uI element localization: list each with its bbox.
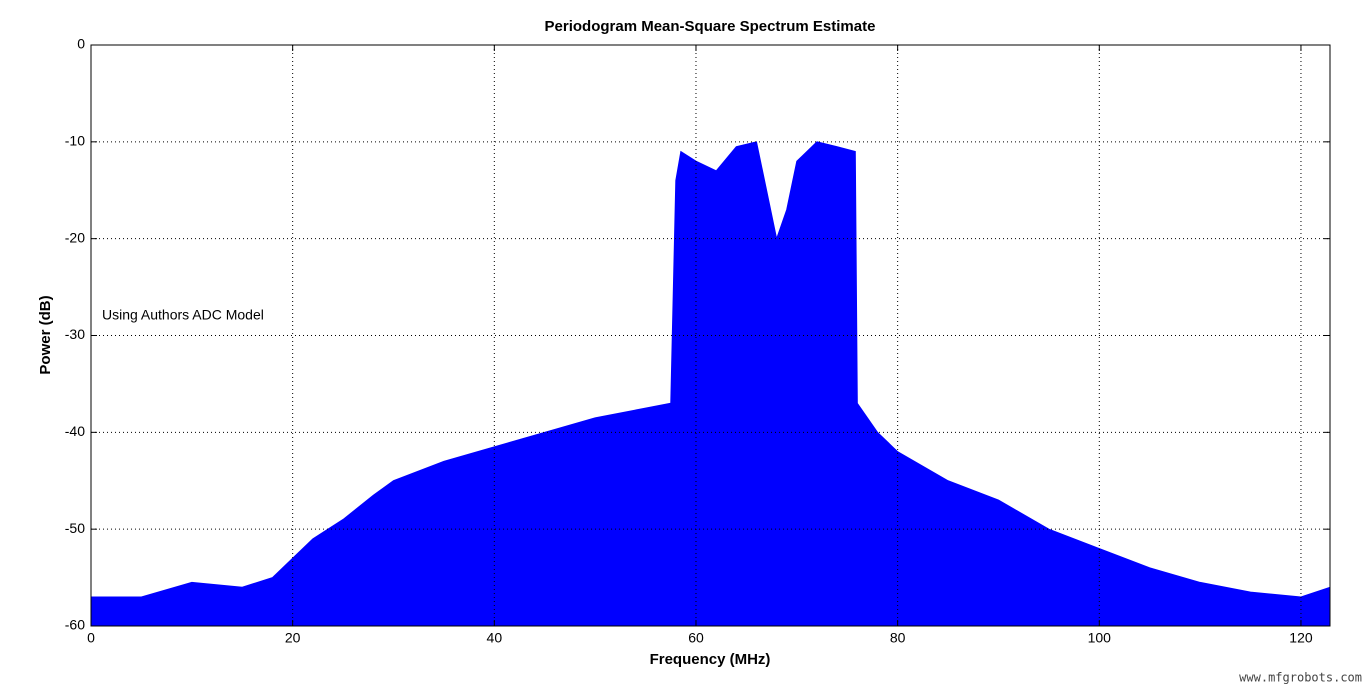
watermark: www.mfgrobots.com <box>1239 671 1362 685</box>
x-tick-label: 0 <box>87 630 95 646</box>
y-tick-label: -20 <box>65 229 85 245</box>
annotation: Using Authors ADC Model <box>102 307 264 323</box>
y-tick-label: -60 <box>65 617 85 633</box>
x-axis-label: Frequency (MHz) <box>650 651 771 668</box>
plot-frame <box>90 44 1331 627</box>
x-tick-label: 80 <box>890 630 906 646</box>
x-tick-label: 120 <box>1289 630 1313 646</box>
x-tick-label: 40 <box>487 630 503 646</box>
y-tick-label: -10 <box>65 133 85 149</box>
x-tick-label: 20 <box>285 630 301 646</box>
x-tick-label: 100 <box>1088 630 1112 646</box>
y-tick-label: -50 <box>65 520 85 536</box>
y-tick-label: -40 <box>65 423 85 439</box>
y-axis-label: Power (dB) <box>37 295 54 374</box>
spectrum-area <box>90 141 1331 627</box>
y-tick-label: -30 <box>65 326 85 342</box>
x-tick-label: 60 <box>688 630 704 646</box>
y-tick-label: 0 <box>77 36 85 52</box>
chart-title: Periodogram Mean-Square Spectrum Estimat… <box>545 18 876 35</box>
